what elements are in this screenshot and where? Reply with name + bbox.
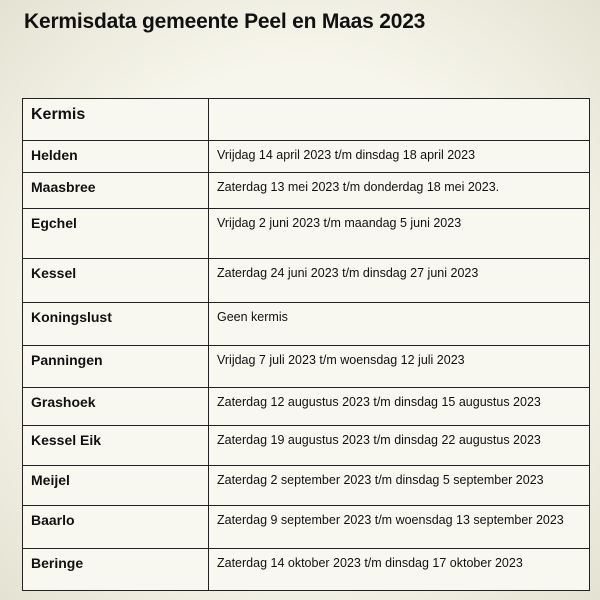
date-cell: Geen kermis <box>208 302 590 346</box>
title: Kermisdata gemeente Peel en Maas 2023 <box>24 10 426 33</box>
location-cell: Helden <box>22 140 209 173</box>
table-row: Meijel Zaterdag 2 september 2023 t/m dins… <box>22 465 590 506</box>
location-cell: Meijel <box>22 465 209 506</box>
table-row: Egchel Vrijdag 2 juni 2023 t/m maandag 5 … <box>22 208 590 259</box>
table-row: Kessel Eik Zaterdag 19 augustus 2023 t/m … <box>22 425 590 466</box>
date-cell: Zaterdag 24 juni 2023 t/m dinsdag 27 jun… <box>208 258 590 303</box>
table-row: Grashoek Zaterdag 12 augustus 2023 t/m di… <box>22 387 590 426</box>
table-row: Panningen Vrijdag 7 juli 2023 t/m woensda… <box>22 345 590 388</box>
location-cell: Kessel Eik <box>22 425 209 466</box>
location-cell: Grashoek <box>22 387 209 426</box>
table-body: Kermis Helden Vrijdag 14 april 2023 t/m d… <box>22 98 590 591</box>
date-cell: Vrijdag 14 april 2023 t/m dinsdag 18 apr… <box>208 140 590 173</box>
column-header: Kermis <box>22 98 209 141</box>
location-cell: Baarlo <box>22 505 209 549</box>
table-row: Maasbree Zaterdag 13 mei 2023 t/m donderd… <box>22 172 590 209</box>
table-row: Baarlo Zaterdag 9 september 2023 t/m woen… <box>22 505 590 549</box>
location-cell: Beringe <box>22 548 209 591</box>
empty-cell <box>208 98 590 141</box>
table-row: Beringe Zaterdag 14 oktober 2023 t/m dins… <box>22 548 590 591</box>
date-cell: Vrijdag 2 juni 2023 t/m maandag 5 juni 2… <box>208 208 590 259</box>
kermis-table: Kermis Helden Vrijdag 14 april 2023 t/m d… <box>22 98 590 591</box>
table-row: Helden Vrijdag 14 april 2023 t/m dinsdag … <box>22 140 590 173</box>
date-cell: Zaterdag 12 augustus 2023 t/m dinsdag 15… <box>208 387 590 426</box>
header-row: Kermis <box>22 98 590 141</box>
location-cell: Panningen <box>22 345 209 388</box>
location-cell: Maasbree <box>22 172 209 209</box>
location-cell: Kessel <box>22 258 209 303</box>
location-cell: Egchel <box>22 208 209 259</box>
date-cell: Vrijdag 7 juli 2023 t/m woensdag 12 juli… <box>208 345 590 388</box>
date-cell: Zaterdag 9 september 2023 t/m woensdag 1… <box>208 505 590 549</box>
date-cell: Zaterdag 13 mei 2023 t/m donderdag 18 me… <box>208 172 590 209</box>
location-cell: Koningslust <box>22 302 209 346</box>
table-row: Koningslust Geen kermis <box>22 302 590 346</box>
date-cell: Zaterdag 14 oktober 2023 t/m dinsdag 17 … <box>208 548 590 591</box>
table-row: Kessel Zaterdag 24 juni 2023 t/m dinsdag … <box>22 258 590 303</box>
date-cell: Zaterdag 19 augustus 2023 t/m dinsdag 22… <box>208 425 590 466</box>
date-cell: Zaterdag 2 september 2023 t/m dinsdag 5 … <box>208 465 590 506</box>
